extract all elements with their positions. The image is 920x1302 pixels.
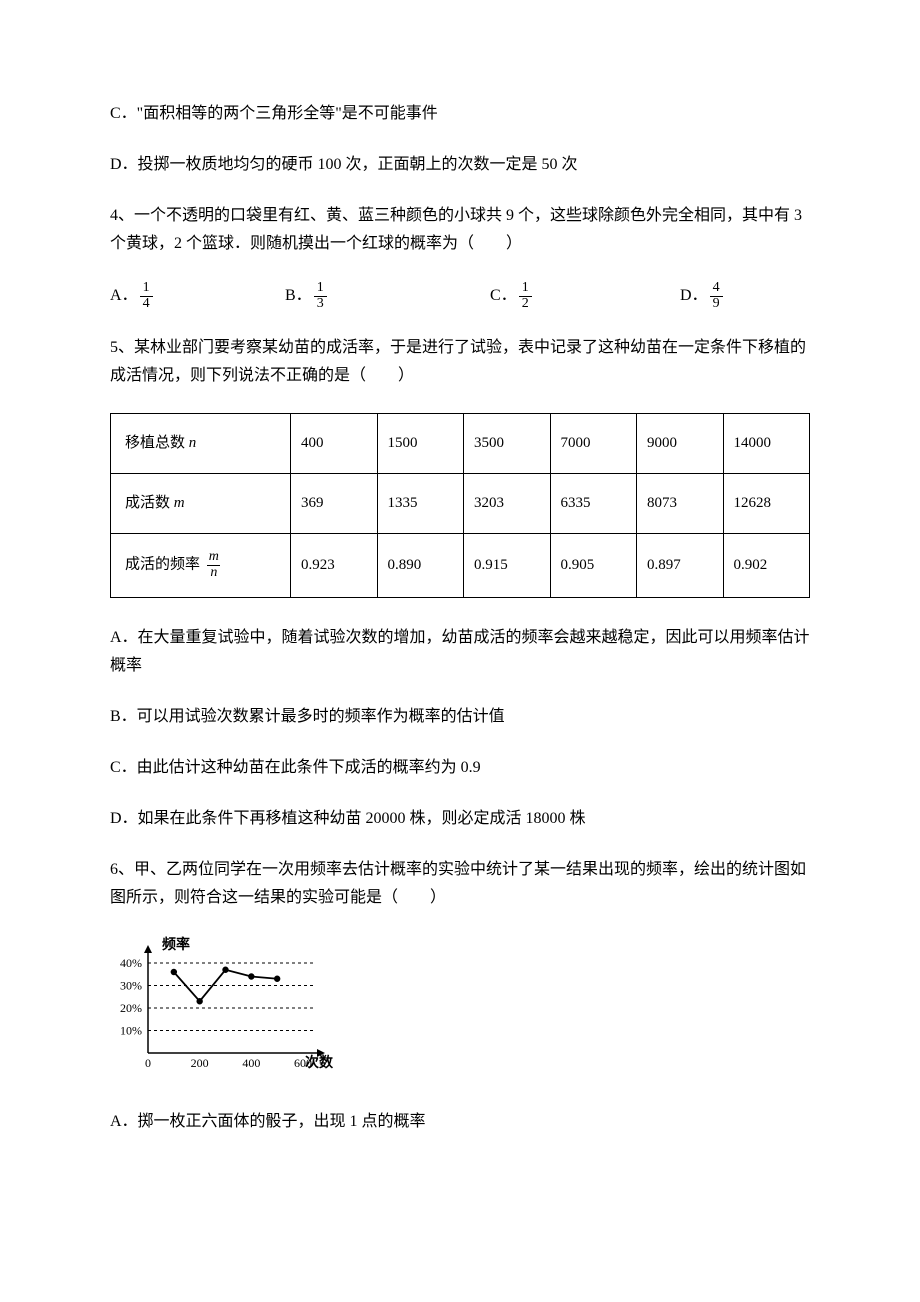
table-cell: 0.915 bbox=[464, 534, 551, 597]
svg-text:10%: 10% bbox=[120, 1024, 142, 1038]
table-cell: 7000 bbox=[550, 414, 637, 474]
row-header: 移植总数 n bbox=[111, 414, 291, 474]
table-cell: 14000 bbox=[723, 414, 810, 474]
q6-chart: 10%20%30%40%0200400600频率次数 bbox=[110, 935, 810, 1086]
frequency-chart: 10%20%30%40%0200400600频率次数 bbox=[110, 935, 335, 1075]
table-cell: 0.897 bbox=[637, 534, 724, 597]
header-text: 成活的频率 bbox=[125, 557, 200, 573]
q4-option-a: A． 1 4 bbox=[110, 281, 285, 311]
option-label: B． bbox=[285, 282, 312, 311]
fraction: 1 4 bbox=[140, 281, 153, 311]
q6-option-a: A．掷一枚正六面体的骰子，出现 1 点的概率 bbox=[110, 1108, 810, 1137]
table-cell: 3203 bbox=[464, 474, 551, 534]
svg-text:400: 400 bbox=[242, 1056, 260, 1070]
table-cell: 1335 bbox=[377, 474, 464, 534]
row-header: 成活的频率 m n bbox=[111, 534, 291, 597]
fraction-denominator: 9 bbox=[710, 296, 723, 312]
q3-option-c: C．"面积相等的两个三角形全等"是不可能事件 bbox=[110, 100, 810, 129]
table-cell: 12628 bbox=[723, 474, 810, 534]
exam-page: C．"面积相等的两个三角形全等"是不可能事件 D．投掷一枚质地均匀的硬币 100… bbox=[0, 0, 920, 1302]
option-label: C． bbox=[490, 282, 517, 311]
table-cell: 0.905 bbox=[550, 534, 637, 597]
q4-option-b: B． 1 3 bbox=[285, 281, 490, 311]
fraction-numerator: 1 bbox=[519, 281, 532, 296]
svg-text:0: 0 bbox=[145, 1056, 151, 1070]
svg-text:20%: 20% bbox=[120, 1001, 142, 1015]
table-cell: 369 bbox=[291, 474, 378, 534]
fraction: 4 9 bbox=[710, 281, 723, 311]
header-text: 移植总数 bbox=[125, 435, 189, 451]
table-row: 成活数 m 369 1335 3203 6335 8073 12628 bbox=[111, 474, 810, 534]
header-text: 成活数 bbox=[125, 495, 174, 511]
table-cell: 6335 bbox=[550, 474, 637, 534]
option-label: A． bbox=[110, 282, 138, 311]
table-cell: 0.890 bbox=[377, 534, 464, 597]
table-cell: 9000 bbox=[637, 414, 724, 474]
fraction-numerator: 4 bbox=[710, 281, 723, 296]
q4-option-d: D． 4 9 bbox=[680, 281, 725, 311]
q5-option-d: D．如果在此条件下再移植这种幼苗 20000 株，则必定成活 18000 株 bbox=[110, 805, 810, 834]
table-cell: 1500 bbox=[377, 414, 464, 474]
fraction-numerator: 1 bbox=[314, 281, 327, 296]
fraction-numerator: m bbox=[206, 550, 222, 565]
svg-text:次数: 次数 bbox=[305, 1054, 334, 1071]
fraction: 1 2 bbox=[519, 281, 532, 311]
fraction: 1 3 bbox=[314, 281, 327, 311]
q5-table: 移植总数 n 400 1500 3500 7000 9000 14000 成活数… bbox=[110, 413, 810, 597]
q5-option-b: B．可以用试验次数累计最多时的频率作为概率的估计值 bbox=[110, 703, 810, 732]
q3-option-d: D．投掷一枚质地均匀的硬币 100 次，正面朝上的次数一定是 50 次 bbox=[110, 151, 810, 180]
q4-option-c: C． 1 2 bbox=[490, 281, 680, 311]
q5-option-a: A．在大量重复试验中，随着试验次数的增加，幼苗成活的频率会越来越稳定，因此可以用… bbox=[110, 624, 810, 682]
option-label: D． bbox=[680, 282, 708, 311]
header-var: n bbox=[189, 435, 197, 451]
svg-text:频率: 频率 bbox=[162, 936, 190, 953]
table-row: 成活的频率 m n 0.923 0.890 0.915 0.905 0.897 … bbox=[111, 534, 810, 597]
svg-text:30%: 30% bbox=[120, 979, 142, 993]
table-cell: 3500 bbox=[464, 414, 551, 474]
fraction: m n bbox=[206, 550, 222, 580]
table-cell: 400 bbox=[291, 414, 378, 474]
q5-option-c: C．由此估计这种幼苗在此条件下成活的概率约为 0.9 bbox=[110, 754, 810, 783]
fraction-denominator: n bbox=[207, 565, 220, 581]
svg-text:200: 200 bbox=[191, 1056, 209, 1070]
fraction-numerator: 1 bbox=[140, 281, 153, 296]
q6-stem: 6、甲、乙两位同学在一次用频率去估计概率的实验中统计了某一结果出现的频率，绘出的… bbox=[110, 856, 810, 914]
header-var: m bbox=[174, 495, 185, 511]
fraction-denominator: 2 bbox=[519, 296, 532, 312]
svg-text:40%: 40% bbox=[120, 956, 142, 970]
fraction-denominator: 4 bbox=[140, 296, 153, 312]
row-header: 成活数 m bbox=[111, 474, 291, 534]
q4-stem: 4、一个不透明的口袋里有红、黄、蓝三种颜色的小球共 9 个，这些球除颜色外完全相… bbox=[110, 202, 810, 260]
table-cell: 0.923 bbox=[291, 534, 378, 597]
q5-stem: 5、某林业部门要考察某幼苗的成活率，于是进行了试验，表中记录了这种幼苗在一定条件… bbox=[110, 334, 810, 392]
q4-options: A． 1 4 B． 1 3 C． 1 2 D． 4 9 bbox=[110, 281, 810, 311]
table-cell: 0.902 bbox=[723, 534, 810, 597]
fraction-denominator: 3 bbox=[314, 296, 327, 312]
table-cell: 8073 bbox=[637, 474, 724, 534]
table-row: 移植总数 n 400 1500 3500 7000 9000 14000 bbox=[111, 414, 810, 474]
